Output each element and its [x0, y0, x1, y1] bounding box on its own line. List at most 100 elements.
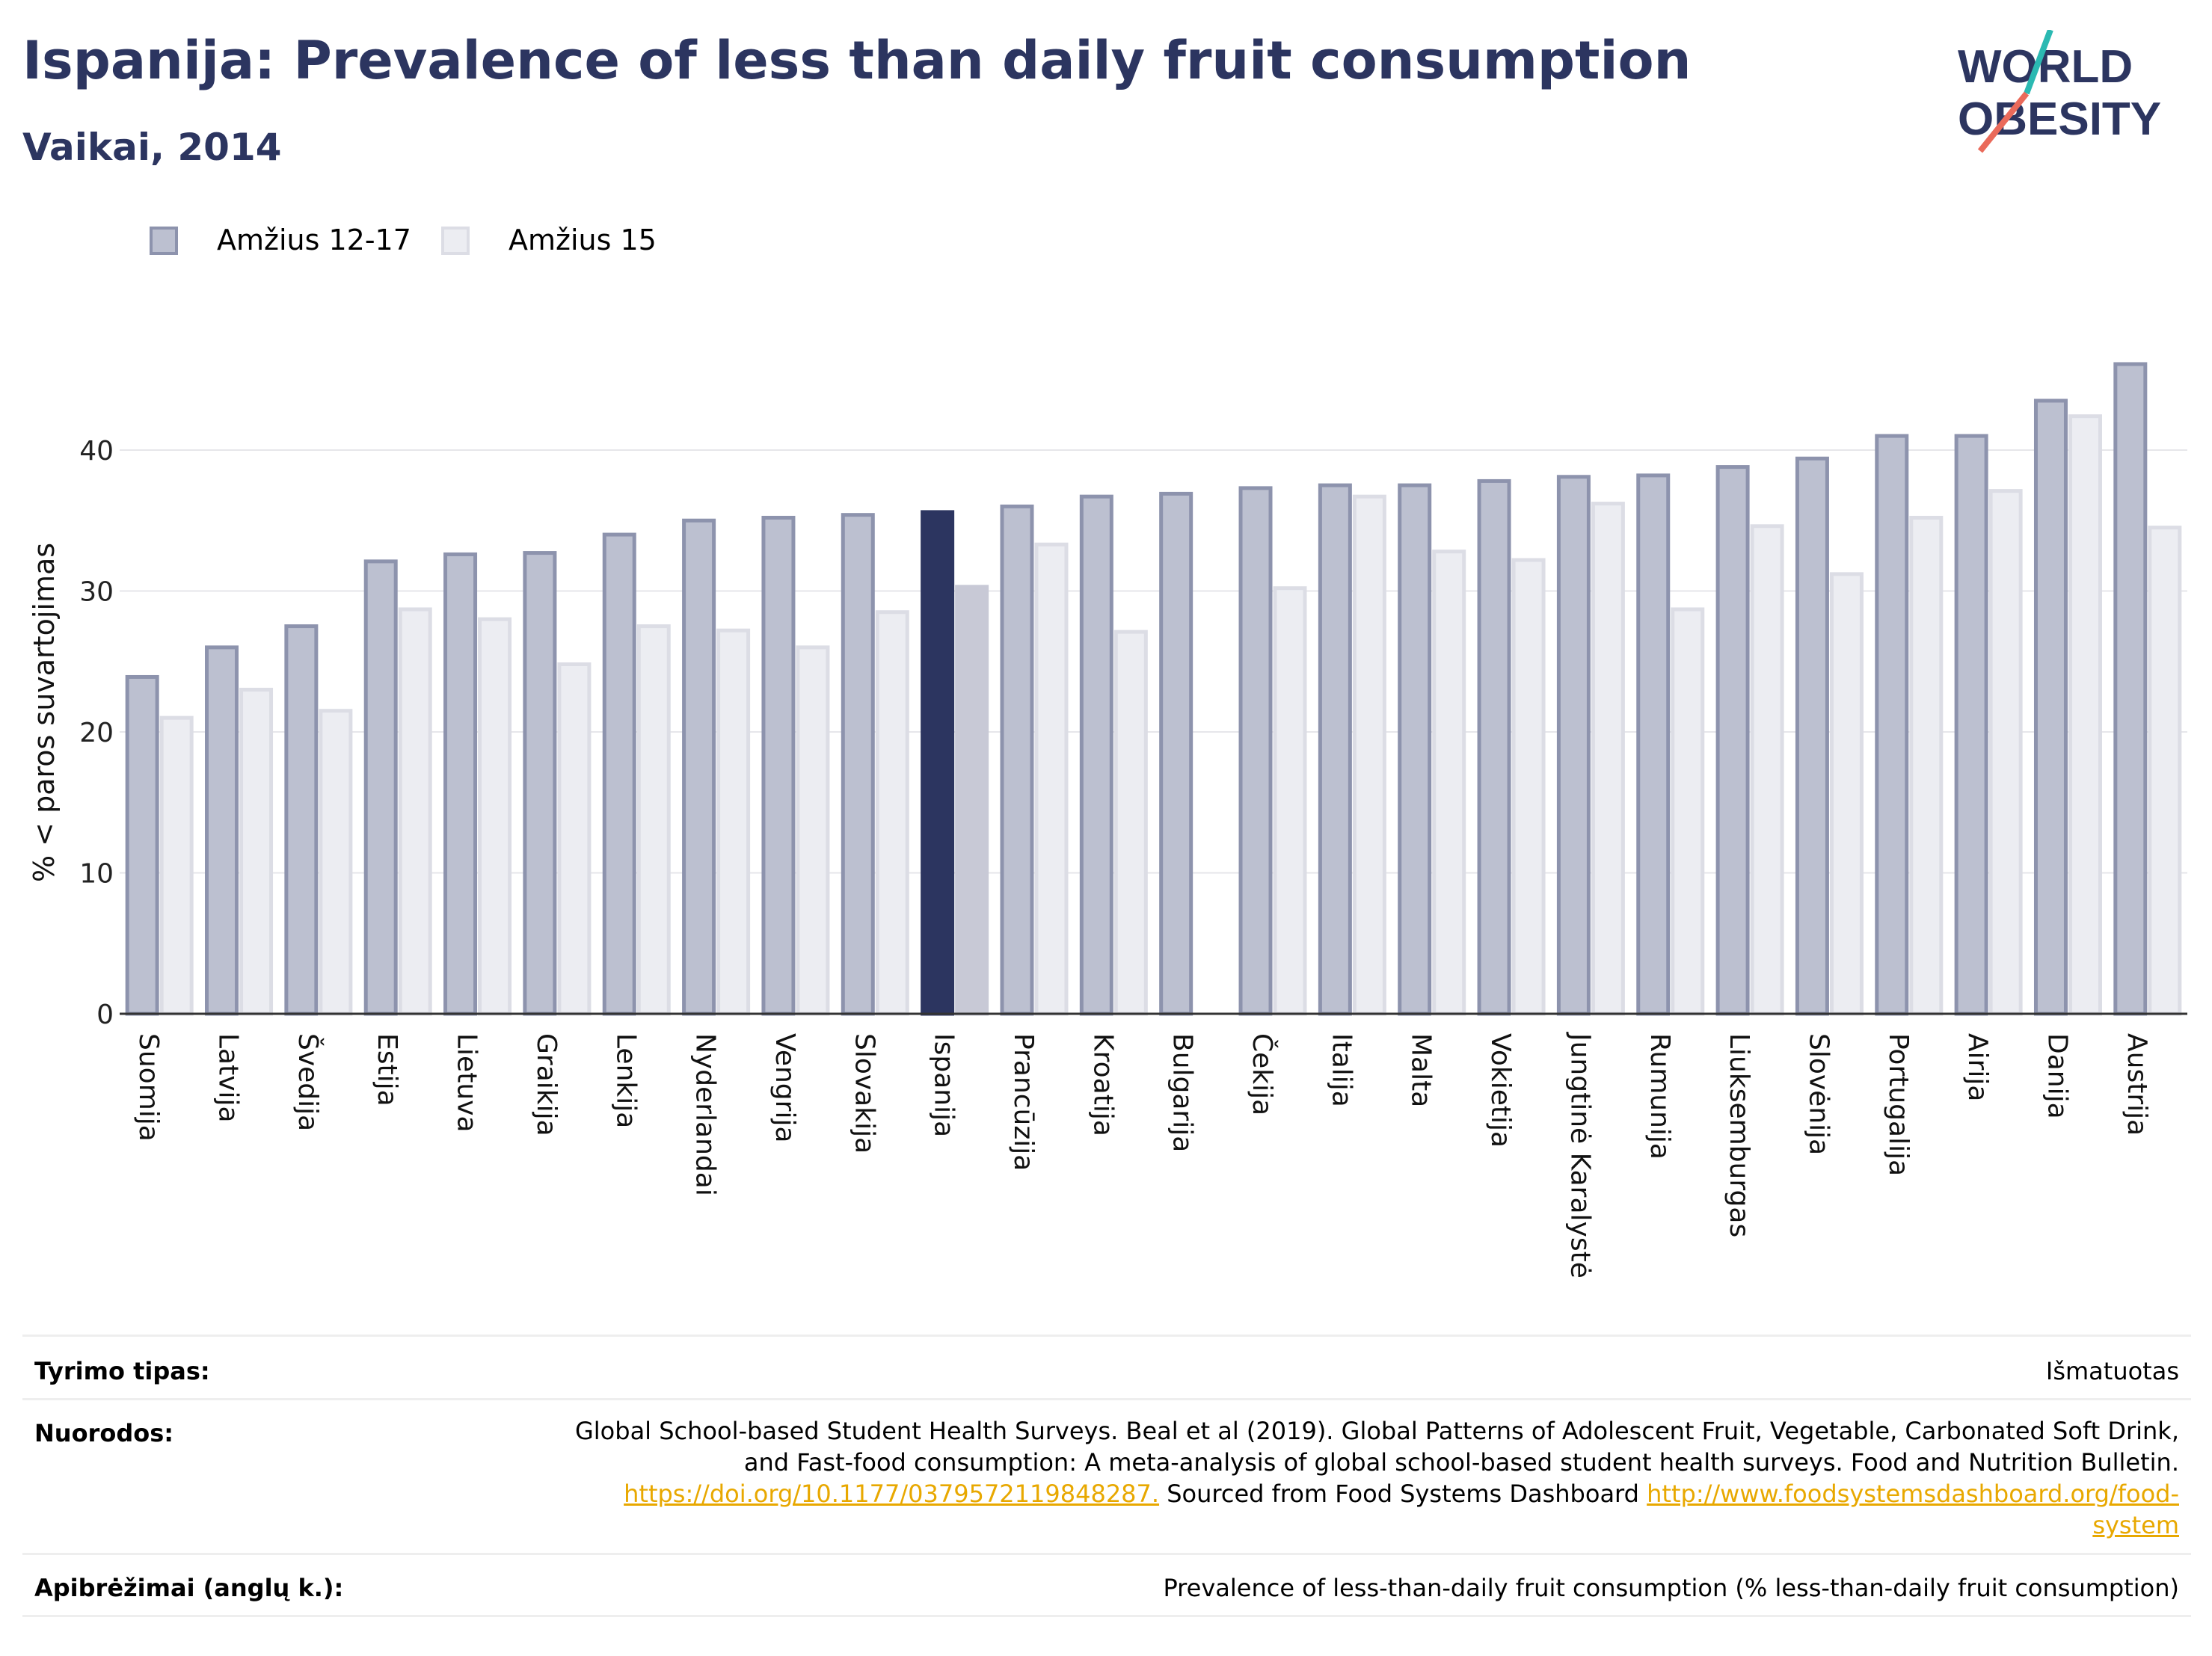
bar-series2: [955, 585, 989, 1016]
bar-series1: [1398, 483, 1432, 1016]
references-line4: system: [575, 1509, 2179, 1541]
bar-series1: [1000, 504, 1034, 1016]
chart-subtitle: Vaikai, 2014: [22, 126, 282, 169]
bar-series1: [1556, 475, 1591, 1016]
x-tick-label: Slovakija: [849, 1033, 879, 1154]
bar-series2: [2068, 414, 2102, 1016]
legend-item-series1[interactable]: Amžius 12-17: [150, 221, 419, 265]
bar-series2: [1034, 542, 1069, 1016]
bar-series1: [1954, 434, 1988, 1016]
x-tick-label: Kroatija: [1087, 1033, 1118, 1136]
bar-series2: [1591, 502, 1625, 1016]
bar-series2: [1511, 558, 1546, 1016]
doi-link[interactable]: https://doi.org/10.1177/0379572119848287…: [624, 1480, 1160, 1508]
x-tick-label: Danija: [2042, 1033, 2072, 1119]
x-tick-label: Italija: [1326, 1033, 1357, 1107]
references-label: Nuorodos:: [34, 1419, 174, 1447]
x-tick-label: Austrija: [2122, 1033, 2152, 1136]
bar-series2: [239, 687, 274, 1016]
bar-series1: [1159, 491, 1193, 1016]
legend-swatch-series1: [150, 227, 178, 255]
x-tick-label: Lenkija: [610, 1033, 641, 1128]
x-tick-label: Malta: [1406, 1033, 1437, 1107]
bar-series2: [636, 624, 671, 1016]
bar-series1: [125, 674, 159, 1016]
divider-top: [22, 1335, 2191, 1337]
dashboard-link-cont[interactable]: system: [2092, 1511, 2179, 1539]
definitions-label: Apibrėžimai (anglų k.):: [34, 1574, 344, 1602]
y-axis-title: % < paros suvartojimas: [28, 543, 61, 882]
dashboard-link[interactable]: http://www.foodsystemsdashboard.org/food…: [1647, 1480, 2179, 1508]
x-tick-label: Ispanija: [929, 1033, 959, 1137]
bar-series1: [602, 532, 636, 1016]
x-tick-label: Suomija: [133, 1033, 164, 1142]
y-tick-label: 10: [79, 858, 114, 889]
bar-series2: [2148, 526, 2182, 1016]
bar-series2: [796, 645, 830, 1016]
x-tick-label: Rumunija: [1644, 1033, 1675, 1160]
survey-type-value: Išmatuotas: [2045, 1357, 2179, 1385]
x-tick-label: Estija: [372, 1033, 402, 1106]
x-tick-label: Liuksemburgas: [1724, 1033, 1754, 1237]
x-tick-label: Lietuva: [452, 1033, 482, 1133]
x-tick-label: Latvija: [213, 1033, 244, 1123]
legend-item-series2[interactable]: Amžius 15: [441, 221, 681, 265]
world-obesity-logo: WORLD OBESITY: [1958, 30, 2161, 153]
bar-series2: [1113, 630, 1148, 1016]
bar-series1: [2113, 362, 2148, 1016]
x-tick-label: Švedija: [292, 1033, 324, 1131]
x-tick-label: Airija: [1962, 1033, 1993, 1102]
bar-series1: [1318, 483, 1352, 1016]
bar-series2: [159, 715, 194, 1016]
y-tick-label: 20: [79, 718, 114, 748]
bar-series2: [478, 617, 512, 1016]
references-line1: Global School-based Student Health Surve…: [574, 1417, 2179, 1445]
x-tick-label: Nyderlandai: [690, 1033, 721, 1196]
divider-2: [22, 1553, 2191, 1555]
references-mid: Sourced from Food Systems Dashboard: [1159, 1480, 1647, 1508]
bar-chart: 0 10 20 30 40 % < paros suvartojimas Suomija La…: [28, 362, 2187, 1278]
bar-series1: [1875, 434, 1909, 1016]
bar-series1: [1079, 494, 1113, 1016]
bar-series1: [841, 513, 875, 1016]
bar-series1: [682, 518, 716, 1016]
x-tick-label: Bulgarija: [1167, 1033, 1198, 1152]
bar-series2: [1432, 550, 1466, 1016]
bar-series1: [523, 551, 557, 1016]
bar-series1: [363, 559, 398, 1016]
bar-series1: [1636, 473, 1671, 1016]
bar-series2: [557, 662, 592, 1016]
divider-bottom: [22, 1615, 2191, 1617]
y-tick-label: 30: [79, 576, 114, 607]
x-tick-label: Čekija: [1247, 1033, 1278, 1115]
bar-series1: [1715, 465, 1750, 1016]
bar-series2: [319, 709, 353, 1016]
bar-series1: [205, 645, 239, 1016]
bar-series2: [1671, 607, 1705, 1016]
references-line2: and Fast-food consumption: A meta-analys…: [743, 1448, 2179, 1477]
bar-series1: [443, 552, 478, 1016]
bar-series2: [398, 607, 432, 1016]
x-tick-label: Vokietija: [1485, 1033, 1516, 1148]
logo-slash-teal: [2024, 30, 2053, 95]
bar-series2: [1988, 489, 2023, 1016]
bar-series1: [761, 515, 796, 1016]
bar-series1: [1795, 456, 1829, 1016]
y-tick-label: 40: [79, 436, 114, 467]
legend-label-series2: Amžius 15: [509, 224, 657, 256]
x-tick-label: Jungtinė Karalystė: [1564, 1032, 1595, 1278]
bar-series2: [1909, 515, 1944, 1016]
bar-series2: [1273, 586, 1307, 1016]
legend-swatch-series2: [441, 227, 470, 255]
y-tick-label: 0: [96, 1000, 114, 1030]
x-tick-label: Portugalija: [1883, 1033, 1914, 1176]
metadata-table: Tyrimo tipas: Išmatuotas Nuorodos: Globa…: [22, 1335, 2191, 1626]
bar-series1: [2033, 398, 2068, 1016]
divider-1: [22, 1398, 2191, 1400]
legend-label-series1: Amžius 12-17: [217, 224, 411, 256]
x-tick-label: Vengrija: [769, 1033, 800, 1143]
chart-title: Ispanija: Prevalence of less than daily …: [22, 30, 1692, 91]
logo-slash-coral: [1977, 91, 2030, 153]
x-tick-label: Slovėnija: [1803, 1033, 1834, 1155]
bar-series2: [1352, 494, 1386, 1016]
